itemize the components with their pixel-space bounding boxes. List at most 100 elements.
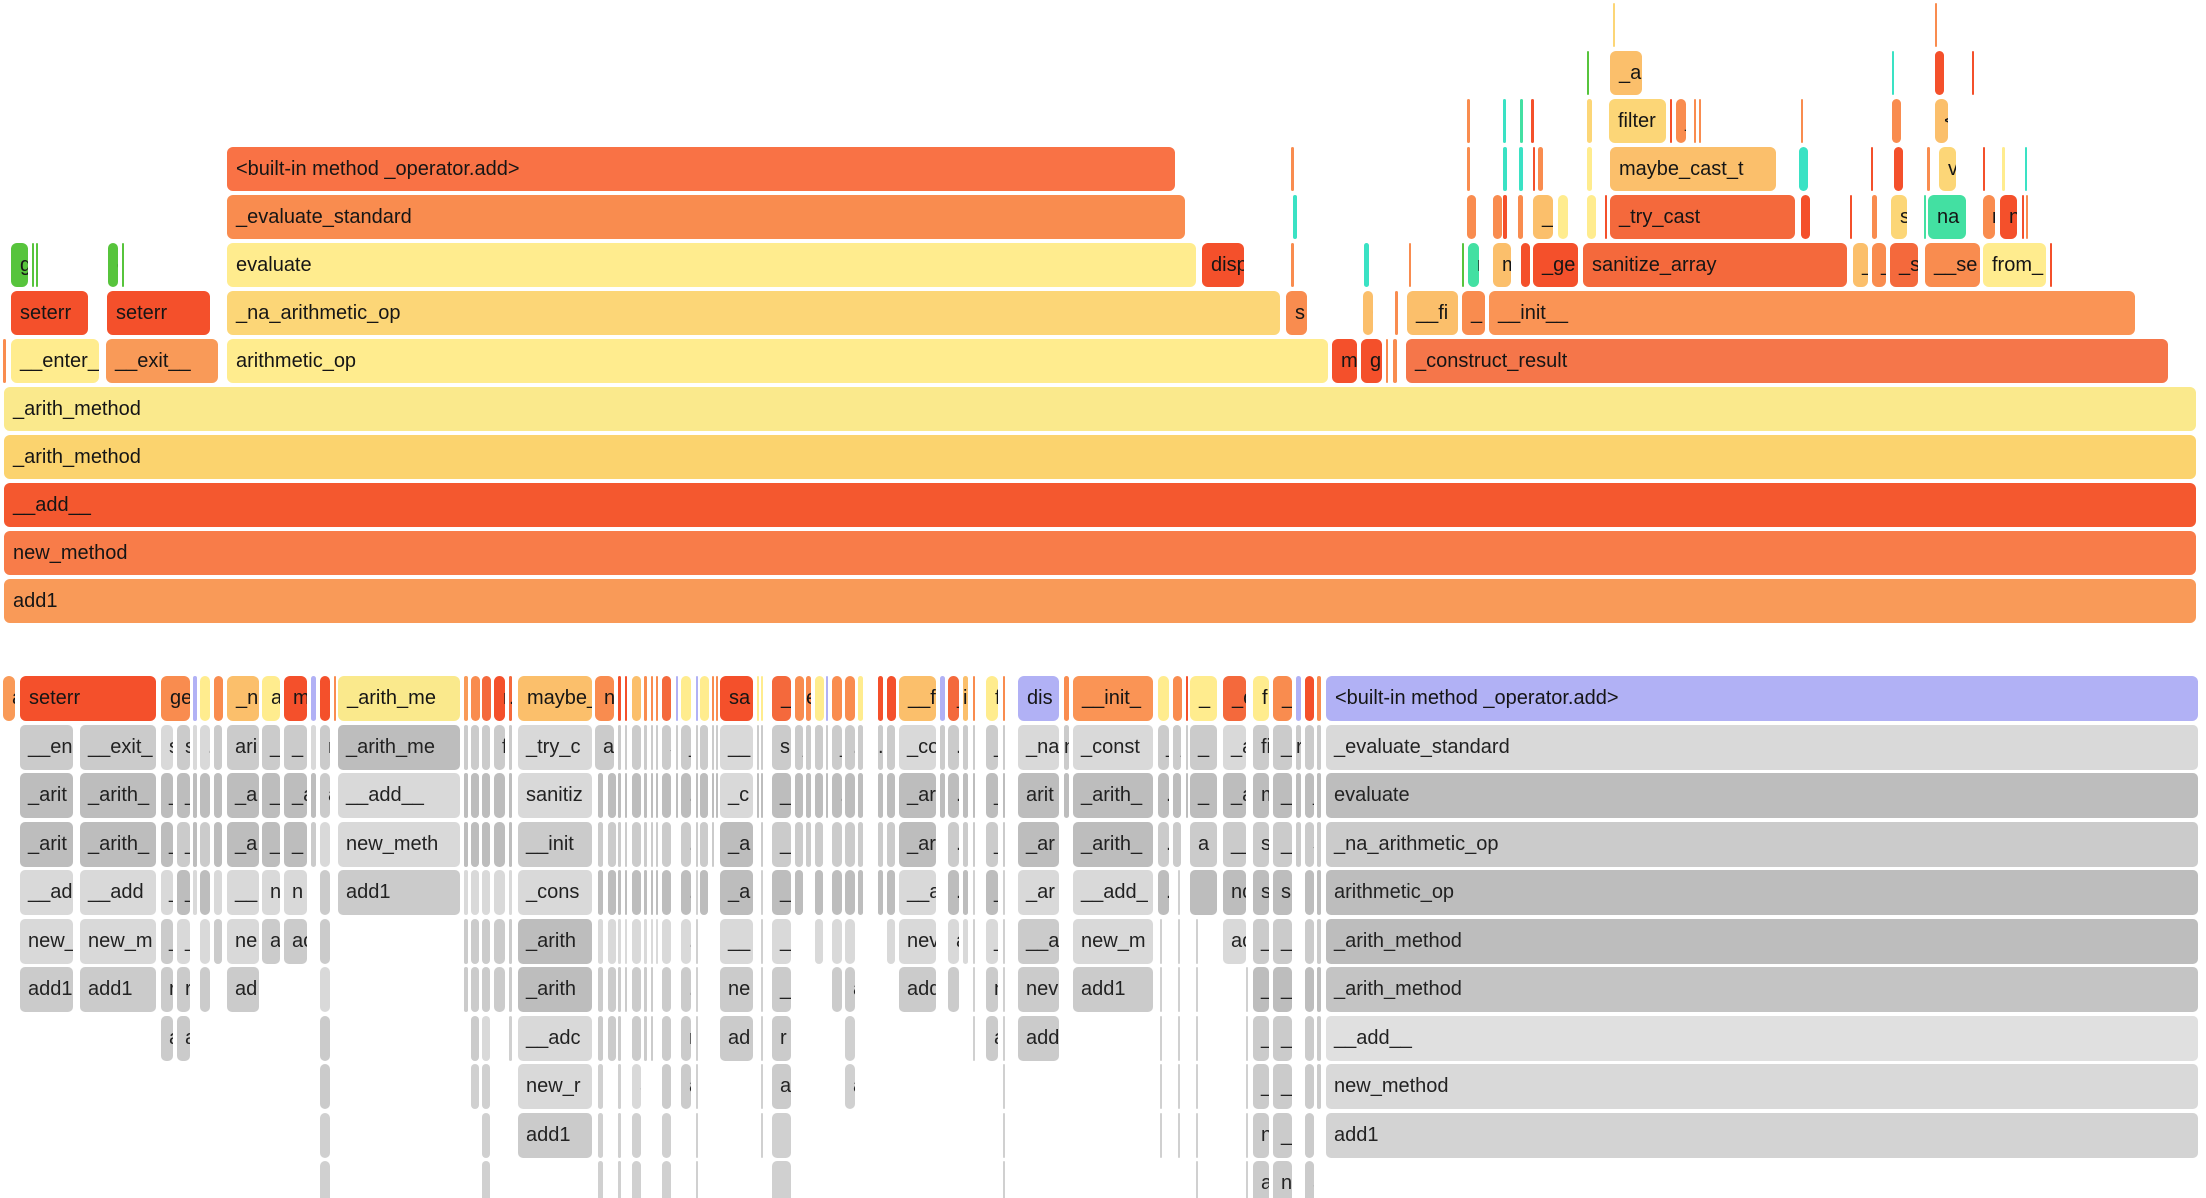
caller-cell[interactable] bbox=[618, 1064, 621, 1109]
caller-cell[interactable] bbox=[625, 870, 627, 915]
caller-cell-_[interactable]: _ bbox=[161, 821, 173, 867]
header-frame-f[interactable]: f bbox=[1253, 676, 1269, 721]
caller-cell[interactable] bbox=[662, 773, 671, 818]
caller-cell-_[interactable]: _ bbox=[1158, 724, 1169, 770]
caller-cell-r[interactable]: r bbox=[632, 724, 641, 770]
caller-cell-_ar[interactable]: _ar bbox=[899, 821, 936, 867]
frame-sliver[interactable] bbox=[2025, 147, 2027, 191]
frame-_[interactable]: _ bbox=[1853, 243, 1868, 287]
caller-cell-ne[interactable]: ne bbox=[720, 967, 753, 1012]
frame-sliver[interactable] bbox=[1519, 147, 1523, 191]
frame-m[interactable]: m bbox=[1493, 243, 1511, 287]
caller-cell[interactable] bbox=[1160, 1015, 1162, 1061]
caller-cell[interactable] bbox=[963, 870, 968, 915]
caller-cell[interactable] bbox=[845, 773, 855, 818]
caller-cell-a[interactable]: a bbox=[772, 1064, 791, 1109]
caller-cell-r[interactable]: r bbox=[161, 967, 173, 1012]
caller-cell[interactable] bbox=[214, 773, 222, 818]
caller-cell-a[interactable]: a bbox=[887, 773, 895, 818]
caller-cell[interactable] bbox=[696, 821, 698, 867]
caller-cell[interactable] bbox=[471, 773, 479, 818]
header-frame-maybe_cast[interactable]: maybe_cast bbox=[518, 676, 592, 721]
caller-cell-_[interactable]: _ bbox=[1273, 773, 1292, 818]
caller-cell[interactable] bbox=[696, 724, 698, 770]
header-frame-a[interactable]: a bbox=[262, 676, 280, 721]
caller-cell-add[interactable]: add bbox=[899, 967, 936, 1012]
caller-cell-[interactable]: . bbox=[632, 967, 641, 1012]
caller-cell[interactable] bbox=[761, 821, 763, 867]
caller-cell[interactable] bbox=[1160, 967, 1162, 1012]
caller-cell-add1[interactable]: add1 bbox=[20, 967, 73, 1012]
caller-cell[interactable] bbox=[618, 821, 621, 867]
caller-cell-__add__[interactable]: __add__ bbox=[338, 773, 460, 818]
caller-cell[interactable] bbox=[200, 870, 210, 915]
caller-cell-_ar[interactable]: _ar bbox=[899, 773, 936, 818]
caller-cell-ne[interactable]: ne bbox=[227, 918, 259, 964]
caller-cell[interactable] bbox=[482, 1112, 490, 1158]
caller-cell-_[interactable]: _ bbox=[1273, 821, 1292, 867]
caller-cell[interactable] bbox=[1178, 1064, 1180, 1109]
caller-cell[interactable] bbox=[806, 821, 811, 867]
header-frame-sliver[interactable] bbox=[311, 676, 316, 721]
caller-cell[interactable] bbox=[712, 724, 714, 770]
caller-cell-[interactable]: . bbox=[1158, 821, 1169, 867]
frame-sliver[interactable] bbox=[1503, 195, 1507, 239]
caller-cell-s[interactable]: s bbox=[1305, 821, 1314, 867]
caller-cell-_[interactable]: _ bbox=[772, 821, 791, 867]
frame-sliver[interactable] bbox=[2002, 147, 2005, 191]
frame-sliver[interactable] bbox=[2026, 195, 2028, 239]
frame-arithmetic_op[interactable]: arithmetic_op bbox=[227, 339, 1328, 383]
caller-cell[interactable] bbox=[832, 821, 842, 867]
caller-cell[interactable] bbox=[662, 1112, 671, 1158]
caller-cell[interactable] bbox=[651, 870, 653, 915]
caller-cell[interactable] bbox=[1317, 1015, 1321, 1061]
frame-_a[interactable]: _a bbox=[1610, 51, 1642, 95]
caller-cell[interactable] bbox=[1003, 967, 1005, 1012]
header-frame-__init_[interactable]: __init_ bbox=[1073, 676, 1153, 721]
caller-cell[interactable] bbox=[608, 967, 616, 1012]
caller-cell[interactable] bbox=[1196, 1161, 1198, 1198]
caller-cell-_[interactable]: _ bbox=[986, 918, 998, 964]
caller-cell[interactable] bbox=[509, 724, 512, 770]
caller-cell-__[interactable]: __ bbox=[1223, 821, 1246, 867]
caller-cell-new_method[interactable]: new_method bbox=[1326, 1064, 2198, 1109]
caller-cell[interactable] bbox=[1003, 1112, 1005, 1158]
caller-cell-_a[interactable]: _a bbox=[1223, 724, 1246, 770]
caller-cell[interactable] bbox=[1317, 821, 1321, 867]
caller-cell-_arith_method[interactable]: _arith_method bbox=[1326, 967, 2198, 1012]
caller-cell[interactable] bbox=[1003, 1064, 1005, 1109]
caller-cell[interactable] bbox=[464, 821, 468, 867]
header-frame-_[interactable]: _ bbox=[772, 676, 791, 721]
frame-sliver[interactable] bbox=[1493, 195, 1502, 239]
header-frame-sliver[interactable] bbox=[940, 676, 945, 721]
caller-cell[interactable] bbox=[940, 724, 945, 770]
caller-cell[interactable] bbox=[1305, 1015, 1314, 1061]
caller-cell-_[interactable]: _ bbox=[1173, 724, 1181, 770]
caller-cell[interactable] bbox=[696, 1064, 698, 1109]
caller-cell[interactable] bbox=[214, 870, 222, 915]
caller-cell-_arit[interactable]: _arit bbox=[20, 773, 73, 818]
caller-cell-[interactable]: . bbox=[608, 773, 616, 818]
caller-cell-r[interactable]: r bbox=[772, 1015, 791, 1061]
caller-cell-nev[interactable]: nev bbox=[1018, 967, 1059, 1012]
caller-cell[interactable] bbox=[1196, 1064, 1198, 1109]
caller-cell[interactable] bbox=[651, 821, 653, 867]
caller-cell-r[interactable]: r bbox=[177, 967, 190, 1012]
caller-cell[interactable] bbox=[963, 821, 968, 867]
caller-cell-_a[interactable]: _a bbox=[227, 773, 259, 818]
caller-cell[interactable] bbox=[1196, 1015, 1198, 1061]
frame-sliver[interactable] bbox=[1670, 99, 1672, 143]
caller-cell[interactable] bbox=[625, 967, 627, 1012]
caller-cell[interactable] bbox=[1003, 1015, 1005, 1061]
caller-cell-[interactable]: . bbox=[1305, 724, 1314, 770]
caller-cell[interactable] bbox=[1178, 918, 1180, 964]
caller-cell-_evaluate_standard[interactable]: _evaluate_standard bbox=[1326, 724, 2198, 770]
caller-cell-_[interactable]: _ bbox=[772, 870, 791, 915]
header-frame-sliver[interactable] bbox=[815, 676, 824, 721]
header-frame-[interactable]: . bbox=[320, 676, 330, 721]
caller-cell[interactable] bbox=[193, 821, 197, 867]
frame-_construct_result[interactable]: _construct_result bbox=[1406, 339, 2168, 383]
caller-cell[interactable] bbox=[509, 1015, 512, 1061]
caller-cell[interactable] bbox=[320, 870, 330, 915]
caller-cell[interactable] bbox=[471, 967, 479, 1012]
